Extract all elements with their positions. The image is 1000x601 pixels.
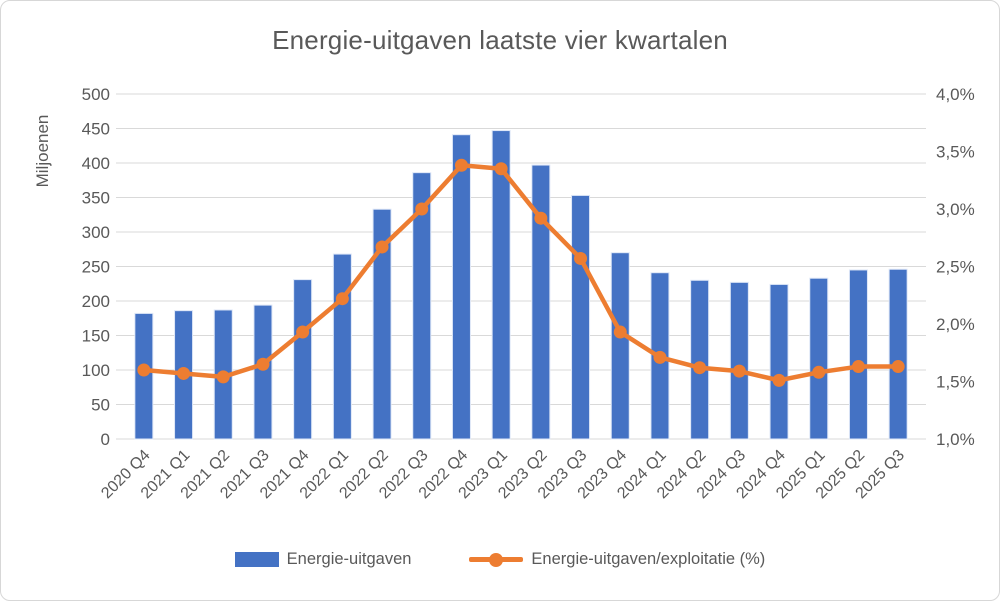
legend-label-bar-series: Energie-uitgaven (286, 550, 412, 568)
bar (690, 279, 710, 440)
bar-series-swatch-icon (234, 552, 279, 567)
line-marker (335, 292, 349, 306)
bar (531, 164, 551, 440)
right-axis-tick-label: 1,5% (936, 373, 975, 392)
right-axis-tick-label: 2,5% (936, 258, 975, 277)
bar (451, 134, 471, 440)
line-marker (891, 360, 905, 374)
line-marker (137, 363, 151, 377)
line-marker (177, 366, 191, 380)
line-marker (216, 370, 230, 384)
bar (848, 269, 868, 440)
line-marker (494, 162, 508, 176)
right-axis-tick-label: 4,0% (936, 85, 975, 104)
line-marker (653, 350, 667, 364)
left-axis-tick-label: 450 (82, 120, 110, 139)
right-axis-tick-label: 3,0% (936, 200, 975, 219)
left-axis-tick-label: 300 (82, 223, 110, 242)
legend-label-line-series: Energie-uitgaven/exploitatie (%) (531, 550, 766, 568)
left-axis-tick-label: 0 (101, 430, 110, 449)
right-axis-tick-label: 1,0% (936, 430, 975, 449)
line-marker (296, 325, 310, 339)
bar (610, 252, 630, 440)
left-axis-tick-label: 350 (82, 189, 110, 208)
right-axis-tick-label: 3,5% (936, 143, 975, 162)
bar (491, 130, 511, 440)
bar (253, 304, 273, 440)
line-marker (851, 360, 865, 374)
left-axis-tick-label: 50 (91, 396, 110, 415)
line-series-swatch-icon (469, 552, 524, 567)
left-axis-tick-label: 100 (82, 361, 110, 380)
legend-item-bar-series: Energie-uitgaven (234, 550, 412, 569)
line-series (141, 163, 901, 383)
bar (769, 283, 789, 440)
bar (293, 279, 313, 440)
bar (809, 277, 829, 440)
line-marker (732, 364, 746, 378)
line-marker (693, 361, 707, 375)
line-marker (574, 251, 588, 265)
right-axis-tick-label: 2,0% (936, 315, 975, 334)
bar (372, 208, 392, 440)
legend-item-line-series: Energie-uitgaven/exploitatie (%) (469, 550, 765, 569)
bar (888, 268, 908, 440)
line-marker (812, 365, 826, 379)
left-axis-tick-label: 150 (82, 327, 110, 346)
line-marker (256, 357, 270, 371)
bar (571, 194, 591, 440)
line-marker (613, 325, 627, 339)
bar (729, 281, 749, 440)
line-marker (415, 202, 429, 216)
line-swatch-marker (489, 552, 504, 567)
bar (412, 172, 432, 440)
line-marker (454, 158, 468, 172)
line-marker (375, 240, 389, 254)
left-axis-tick-label: 250 (82, 258, 110, 277)
left-axis-tick-label: 200 (82, 292, 110, 311)
legend: Energie-uitgaven Energie-uitgaven/exploi… (1, 550, 999, 569)
left-axis-tick-label: 400 (82, 154, 110, 173)
bar (332, 253, 352, 440)
line-marker (772, 373, 786, 387)
left-axis-tick-label: 500 (82, 85, 110, 104)
line-marker (534, 211, 548, 225)
chart-title: Energie-uitgaven laatste vier kwartalen (272, 25, 728, 55)
